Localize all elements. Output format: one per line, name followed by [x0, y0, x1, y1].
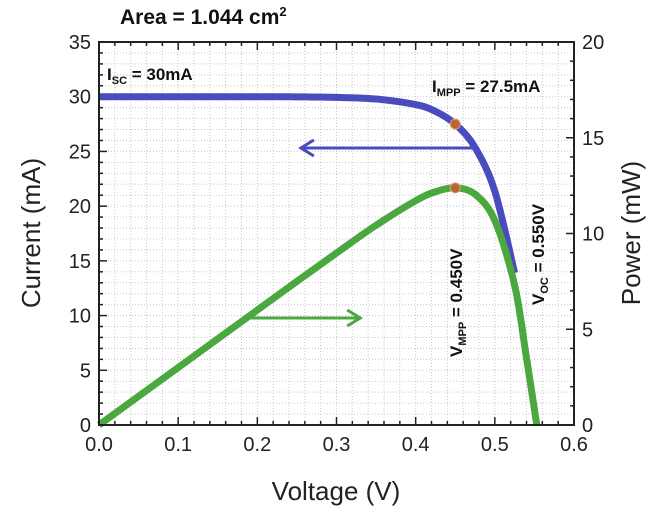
y-tick-label: 30 — [69, 87, 91, 109]
x-tick-label: 0.3 — [323, 434, 351, 456]
x-tick-label: 0.2 — [243, 434, 271, 456]
isc-annotation: ISC = 30mA — [107, 65, 193, 87]
x-tick-label: 0.5 — [481, 434, 509, 456]
series — [96, 93, 541, 428]
y-axis-label: Current (mA) — [16, 158, 46, 308]
y2-tick-label: 10 — [582, 224, 604, 246]
plot-frame — [98, 41, 575, 426]
y-tick-label: 10 — [69, 306, 91, 328]
y2-axis-label: Power (mW) — [616, 161, 646, 305]
y2-tick-label: 15 — [582, 128, 604, 150]
y2-tick-label: 5 — [582, 319, 593, 341]
voc-annotation: VOC = 0.550V — [529, 203, 551, 305]
impp-annotation: IMPP = 27.5mA — [432, 77, 540, 99]
y-tick-label: 35 — [69, 32, 91, 54]
current-axis-arrow-head — [298, 138, 315, 158]
x-tick-label: 0.1 — [164, 434, 192, 456]
mpp-marker — [449, 182, 461, 194]
x-tick-label: 0.0 — [85, 434, 113, 456]
y-tick-label: 5 — [80, 360, 91, 382]
mpp-marker — [449, 118, 461, 130]
chart-title: Area = 1.044 cm2 — [120, 4, 287, 29]
power-axis-arrow-head — [346, 308, 364, 328]
x-tick-label: 0.6 — [560, 434, 588, 456]
x-tick-label: 0.4 — [402, 434, 430, 456]
y-tick-label: 20 — [69, 196, 91, 218]
x-axis-label: Voltage (V) — [272, 476, 401, 506]
grid — [99, 42, 574, 425]
current-curve — [98, 93, 519, 274]
ticks: 0.0 0.1 0.2 0.3 0.4 0.5 0.60510152025303505101… — [69, 32, 605, 456]
y-tick-label: 15 — [69, 251, 91, 273]
y-tick-label: 0 — [80, 415, 91, 437]
y2-tick-label: 0 — [582, 415, 593, 437]
vmpp-annotation: VMPP = 0.450V — [447, 248, 469, 357]
y-tick-label: 25 — [69, 141, 91, 163]
power-curve — [96, 184, 541, 428]
y2-tick-label: 20 — [582, 32, 604, 54]
